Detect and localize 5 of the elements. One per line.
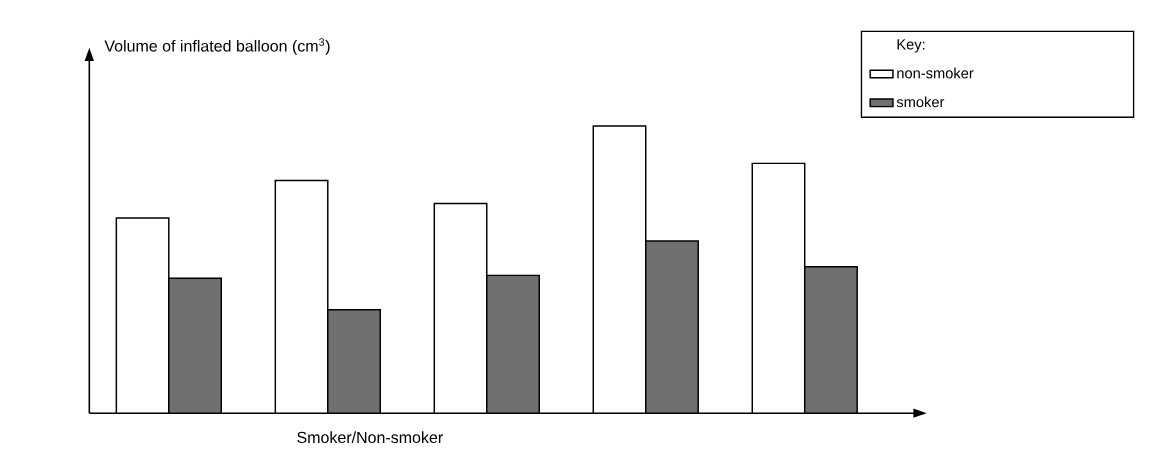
y-axis-title: Volume of inflated balloon (cm$^{3}$)	[104, 38, 330, 55]
legend-title: Key:	[897, 39, 925, 53]
x-axis-title: Smoker/Non-smoker	[297, 431, 443, 444]
legend-label: non-smoker	[897, 67, 974, 79]
legend-label: smoker	[896, 96, 945, 108]
